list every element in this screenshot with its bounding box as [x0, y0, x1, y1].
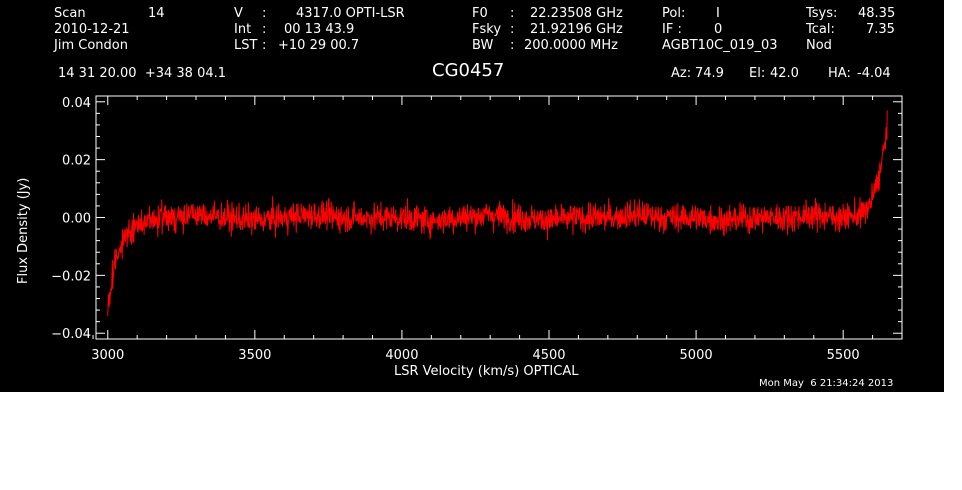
observation-date: 2010-12-21 — [54, 22, 130, 37]
x-tick-label: 4500 — [532, 348, 565, 363]
fsky-label: Fsky — [472, 22, 502, 37]
x-tick-label: 4000 — [385, 348, 418, 363]
pol-label: Pol: — [662, 6, 686, 21]
fsky-separator: : — [510, 22, 515, 37]
if-value: 0 — [714, 22, 723, 37]
source-name: CG0457 — [432, 60, 505, 81]
az-value: 74.9 — [695, 66, 724, 81]
tsys-value: 48.35 — [858, 6, 896, 21]
spectrum-chart: 3000 3500 4000 4500 5000 5500 −0.04 −0.02 0.00 0.… — [51, 95, 903, 363]
project-id: AGBT10C_019_03 — [662, 38, 778, 53]
tcal-value: 7.35 — [866, 22, 895, 37]
observer-name: Jim Condon — [54, 38, 128, 53]
az-label: Az: — [671, 66, 692, 81]
spectrum-trace — [107, 110, 888, 317]
f0-separator: : — [510, 6, 515, 21]
ha-value: -4.04 — [857, 66, 891, 81]
bw-label: BW — [472, 38, 494, 53]
x-axis-label: LSR Velocity (km/s) OPTICAL — [394, 364, 579, 379]
int-separator: : — [262, 22, 267, 37]
bw-separator: : — [510, 38, 515, 53]
int-value: 00 13 43.9 — [284, 22, 355, 37]
y-tick-label: 0.00 — [62, 212, 91, 227]
procedure-name: Nod — [806, 38, 832, 53]
f0-value: 22.23508 GHz — [530, 6, 623, 21]
pol-value: I — [716, 6, 720, 21]
x-tick-label: 5500 — [827, 348, 860, 363]
el-label: El: — [749, 66, 766, 81]
x-tick-label: 3500 — [238, 348, 271, 363]
velocity-separator: : — [262, 6, 267, 21]
el-value: 42.0 — [770, 66, 799, 81]
x-tick-label: 5000 — [680, 348, 713, 363]
source-coordinates: 14 31 20.00 +34 38 04.1 — [58, 66, 227, 81]
int-label: Int — [234, 22, 252, 37]
lst-value: +10 29 00.7 — [278, 38, 360, 53]
tsys-label: Tsys: — [806, 6, 838, 21]
lst-label: LST — [234, 38, 258, 53]
y-tick-label: 0.04 — [62, 96, 91, 111]
plot-window: Scan 14 2010-12-21 Jim Condon V : 4317.0… — [0, 0, 944, 392]
y-axis-label: Flux Density (Jy) — [16, 177, 31, 284]
y-tick-label: −0.02 — [51, 269, 91, 284]
plot-timestamp: Mon May 6 21:34:24 2013 — [759, 378, 894, 389]
y-tick-label: −0.04 — [51, 327, 91, 342]
ha-label: HA: — [828, 66, 851, 81]
velocity-label: V — [234, 6, 243, 21]
lst-separator: : — [262, 38, 267, 53]
if-label: IF : — [662, 22, 682, 37]
scan-label: Scan — [54, 6, 86, 21]
f0-label: F0 — [472, 6, 488, 21]
bw-value: 200.0000 MHz — [524, 38, 618, 53]
fsky-value: 21.92196 GHz — [530, 22, 623, 37]
velocity-value: 4317.0 OPTI-LSR — [296, 6, 405, 21]
x-tick-label: 3000 — [91, 348, 124, 363]
scan-number: 14 — [148, 6, 165, 21]
y-tick-label: 0.02 — [62, 154, 91, 169]
tcal-label: Tcal: — [806, 22, 835, 37]
